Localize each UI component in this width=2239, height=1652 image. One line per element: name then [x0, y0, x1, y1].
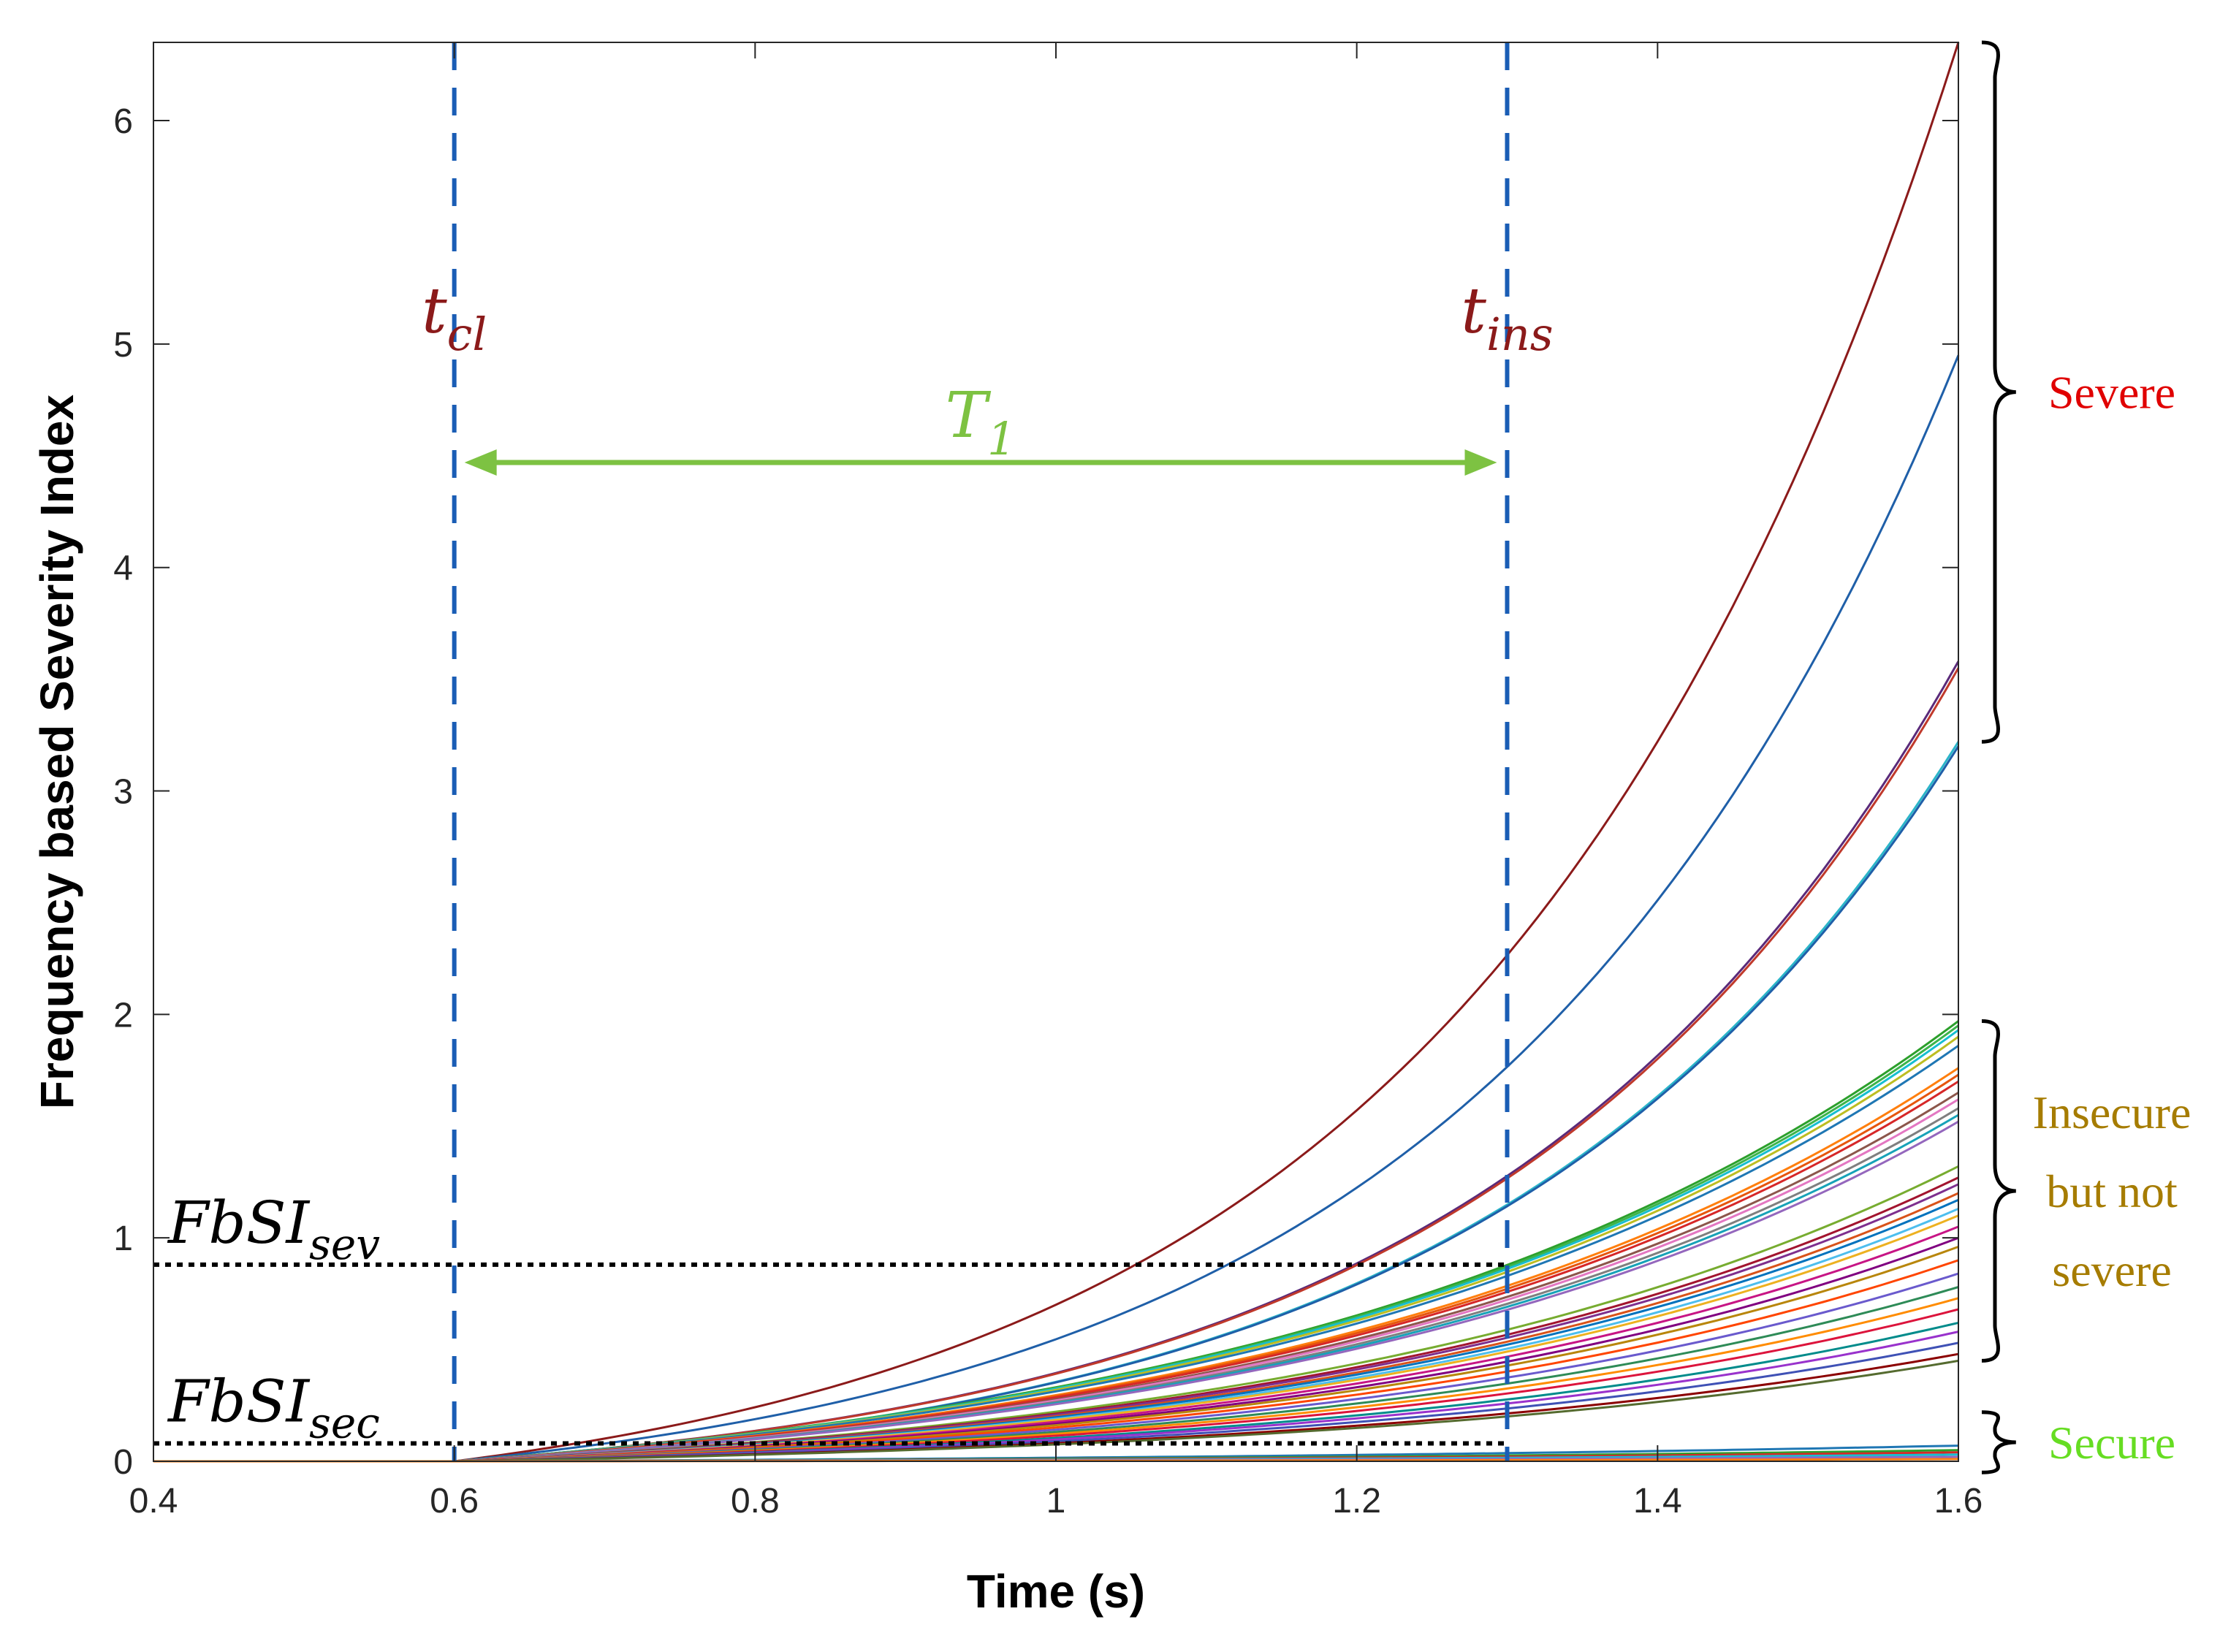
x-axis-title: Time (s) — [967, 1565, 1145, 1618]
y-tick-label: 2 — [113, 996, 133, 1035]
label-t-ins: tins — [1461, 275, 1553, 361]
label-t-ins-subscript: ins — [1486, 308, 1554, 361]
bracket-secure — [1981, 1410, 2016, 1474]
x-tick-label: 0.6 — [430, 1482, 479, 1520]
x-tick-label: 0.4 — [129, 1482, 178, 1520]
label-fbsi-sev-main: FbSI — [167, 1189, 311, 1257]
axes-layer: 0.4 0.6 0.8 1 1.2 1.4 1.6 0 1 2 3 4 5 6 Time (s) Freque… — [31, 42, 1983, 1618]
series-line-insecure-but-not-severe-13 — [153, 1120, 1959, 1463]
label-t-interval-subscript: 1 — [987, 412, 1016, 465]
series-group-insecure-but-not-severe — [153, 1020, 1959, 1463]
x-tick-label: 1.6 — [1934, 1482, 1983, 1520]
category-label-but-not: but not — [2046, 1165, 2178, 1217]
label-fbsi-sec: FbSIsec — [167, 1368, 380, 1448]
interval-arrowhead-left — [464, 449, 497, 476]
series-line-severe-3 — [153, 661, 1960, 1463]
y-tick-label: 6 — [113, 102, 133, 141]
series-line-severe-4 — [153, 667, 1960, 1463]
x-tick-label: 1.4 — [1633, 1482, 1682, 1520]
category-label-severe: Severe — [2048, 367, 2175, 419]
category-label-severe: severe — [2052, 1244, 2171, 1296]
y-axis-title: Frequency based Severity Index — [31, 395, 83, 1110]
label-fbsi-sec-main: FbSI — [167, 1368, 311, 1436]
marker-layer — [153, 42, 1510, 1461]
x-tick-label: 1 — [1046, 1482, 1066, 1520]
label-t-interval-main: T — [946, 379, 992, 452]
x-tick-label: 0.8 — [731, 1482, 780, 1520]
y-tick-label: 1 — [113, 1219, 133, 1258]
label-fbsi-sev: FbSIsev — [167, 1189, 380, 1269]
series-line-severe-6 — [153, 745, 1960, 1463]
annotation-layer: tcl tinsFbSIsevFbSIsecT1SevereInsecurebut… — [167, 40, 2192, 1474]
bracket-severe — [1981, 40, 2016, 744]
y-tick-label: 5 — [113, 326, 133, 365]
label-fbsi-sec-subscript: sec — [309, 1398, 380, 1448]
label-t-interval: T1 — [946, 379, 1016, 465]
label-fbsi-sev-subscript: sev — [309, 1219, 380, 1269]
x-tick-label: 1.2 — [1332, 1482, 1381, 1520]
series-line-severe-2 — [153, 354, 1960, 1463]
series-line-insecure-but-not-severe-10 — [153, 1098, 1959, 1463]
label-t-ins-main: t — [1461, 275, 1486, 348]
label-t-cl: tcl — [422, 275, 487, 361]
interval-arrowhead-right — [1464, 449, 1497, 476]
category-label-insecure: Insecure — [2033, 1086, 2192, 1138]
series-layer — [153, 42, 1960, 1463]
label-t-cl-main: t — [422, 275, 447, 348]
y-tick-label: 3 — [113, 773, 133, 812]
label-t-cl-subscript: cl — [447, 308, 487, 361]
bracket-insecure-but-not-severe — [1981, 1019, 2016, 1363]
y-tick-label: 0 — [113, 1443, 133, 1482]
category-label-secure: Secure — [2048, 1417, 2175, 1469]
y-tick-label: 4 — [113, 549, 133, 588]
